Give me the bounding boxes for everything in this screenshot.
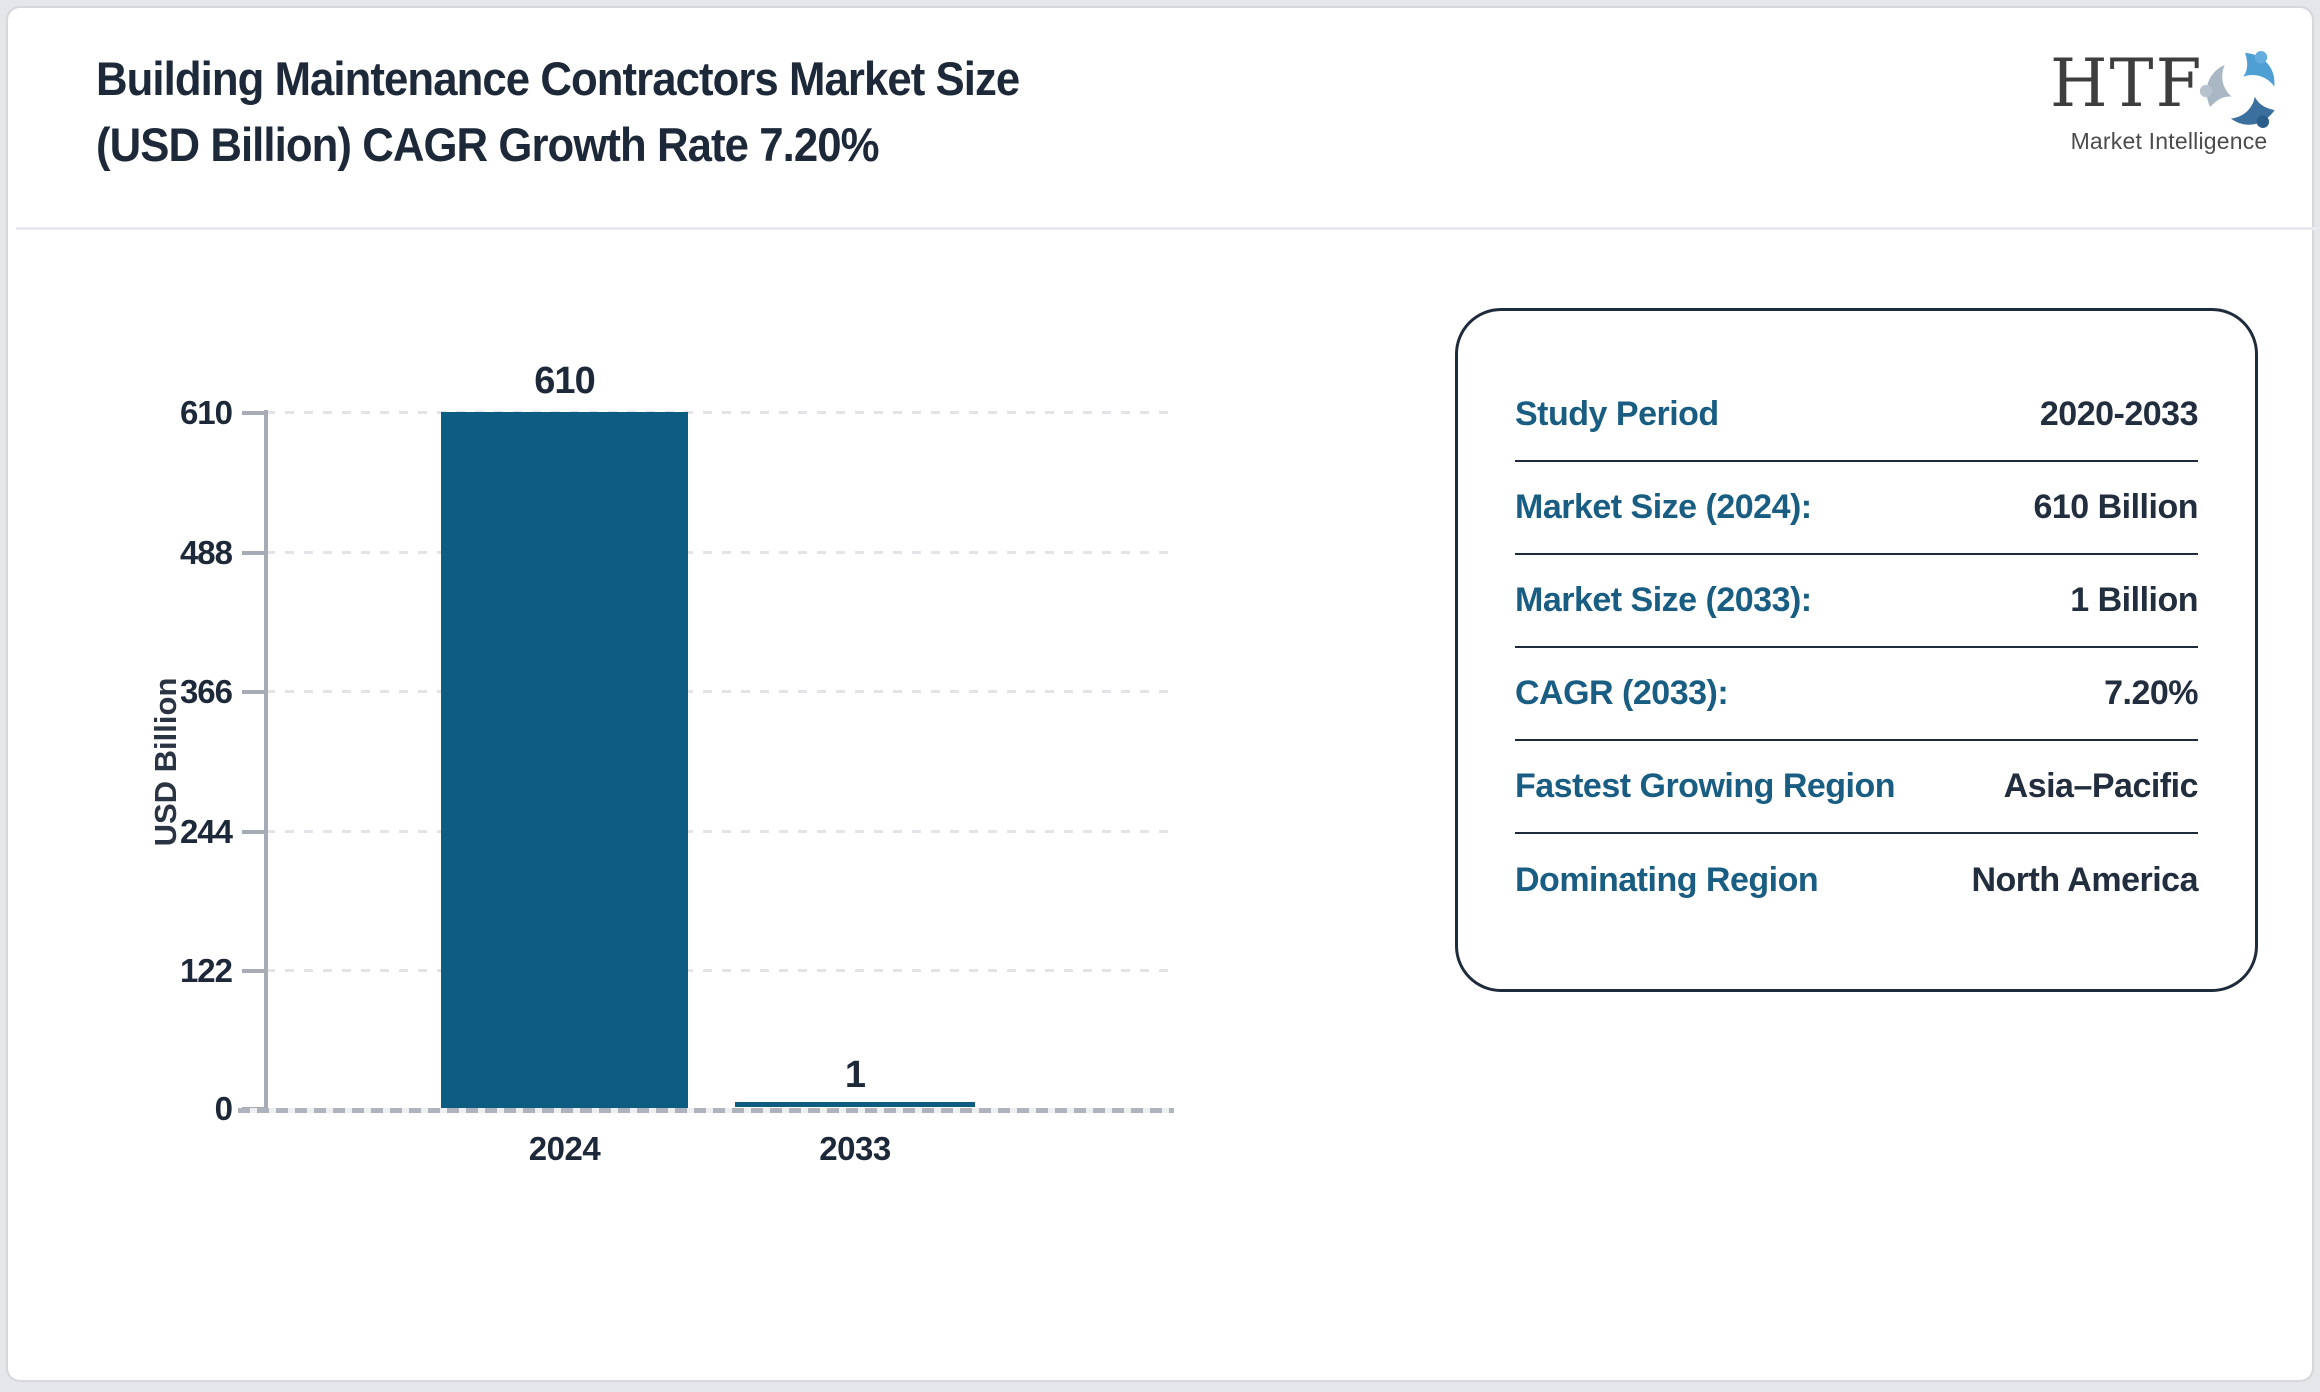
x-axis-baseline [238, 1108, 1174, 1113]
y-axis-tick [242, 969, 268, 973]
summary-row-dominating-region: Dominating Region North America [1515, 834, 2198, 927]
summary-label: CAGR (2033): [1515, 674, 1729, 712]
y-tick-label: 0 [214, 1090, 233, 1127]
y-axis-tick [242, 830, 268, 834]
page-title-line-2: (USD Billion) CAGR Growth Rate 7.20% [96, 118, 879, 171]
summary-label: Market Size (2024): [1515, 488, 1812, 526]
brand-logo-row: HTF [2050, 38, 2288, 140]
y-tick-label: 488 [179, 534, 233, 571]
x-tick-label-2033: 2033 [819, 1130, 891, 1167]
summary-label: Fastest Growing Region [1515, 767, 1896, 805]
gridline-488 [266, 551, 1173, 554]
y-tick-label: 122 [179, 952, 233, 989]
summary-value: 1 Billion [2070, 581, 2198, 619]
y-axis-tick [242, 551, 268, 555]
header-divider [16, 227, 2320, 230]
summary-label: Dominating Region [1515, 861, 1819, 899]
page-title: Building Maintenance Contractors Market … [96, 46, 1020, 178]
logo-wordmark: HTF [2050, 45, 2204, 122]
summary-panel: Study Period 2020-2033 Market Size (2024… [1455, 308, 2258, 992]
summary-row-fastest-growing-region: Fastest Growing Region Asia–Pacific [1515, 741, 2199, 834]
bar-2024 [441, 412, 688, 1108]
summary-label: Market Size (2033): [1515, 581, 1812, 619]
y-axis-tick [242, 411, 268, 415]
y-tick-label: 244 [179, 813, 233, 850]
summary-value: 7.20% [2104, 674, 2198, 712]
people-swirl-icon [2200, 51, 2276, 128]
content-card: Building Maintenance Contractors Market … [6, 6, 2320, 1382]
bar-value-label-2033: 1 [844, 1054, 866, 1096]
summary-value: Asia–Pacific [2003, 767, 2199, 805]
gridline-366 [266, 690, 1173, 693]
y-tick-label: 366 [179, 673, 233, 710]
summary-row-market-size-2024: Market Size (2024): 610 Billion [1515, 462, 2198, 555]
summary-value: 610 Billion [2033, 488, 2198, 526]
bar-2033 [735, 1102, 975, 1107]
y-tick-label: 610 [179, 394, 233, 431]
bar-value-label-2024: 610 [534, 360, 595, 402]
gridline-610 [266, 411, 1173, 414]
brand-logo: HTF Market Inte [2050, 38, 2288, 155]
summary-label: Study Period [1515, 395, 1719, 433]
summary-row-market-size-2033: Market Size (2033): 1 Billion [1515, 555, 2198, 648]
x-tick-label-2024: 2024 [528, 1130, 601, 1167]
y-axis-line [264, 410, 268, 1112]
gridline-122 [266, 969, 1173, 972]
summary-value: North America [1971, 861, 2198, 899]
summary-row-cagr: CAGR (2033): 7.20% [1515, 648, 2198, 741]
page-title-line-1: Building Maintenance Contractors Market … [96, 52, 1020, 105]
logo-subtitle: Market Intelligence [2070, 128, 2268, 154]
y-axis-tick [242, 690, 268, 694]
summary-value: 2020-2033 [2039, 395, 2199, 433]
gridline-244 [266, 830, 1173, 833]
summary-row-study-period: Study Period 2020-2033 [1515, 369, 2199, 462]
